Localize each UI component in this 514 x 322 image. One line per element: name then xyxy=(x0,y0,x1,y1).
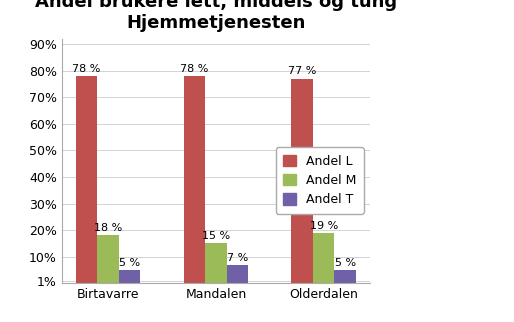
Legend: Andel L, Andel M, Andel T: Andel L, Andel M, Andel T xyxy=(276,147,364,214)
Text: 78 %: 78 % xyxy=(72,64,101,74)
Bar xyxy=(313,233,335,283)
Text: 15 %: 15 % xyxy=(202,231,230,241)
Bar xyxy=(335,270,356,283)
Text: 18 %: 18 % xyxy=(94,223,122,233)
Bar xyxy=(183,76,205,283)
Text: 7 %: 7 % xyxy=(227,253,248,263)
Bar xyxy=(291,79,313,283)
Bar xyxy=(97,235,119,283)
Text: 78 %: 78 % xyxy=(180,64,209,74)
Title: Andel brukere lett, middels og tung
Hjemmetjenesten: Andel brukere lett, middels og tung Hjem… xyxy=(35,0,397,32)
Bar xyxy=(227,265,248,283)
Bar xyxy=(76,76,97,283)
Text: 19 %: 19 % xyxy=(309,221,338,231)
Bar xyxy=(205,243,227,283)
Text: 77 %: 77 % xyxy=(288,66,316,76)
Text: 5 %: 5 % xyxy=(119,258,140,268)
Text: 5 %: 5 % xyxy=(335,258,356,268)
Bar xyxy=(119,270,140,283)
